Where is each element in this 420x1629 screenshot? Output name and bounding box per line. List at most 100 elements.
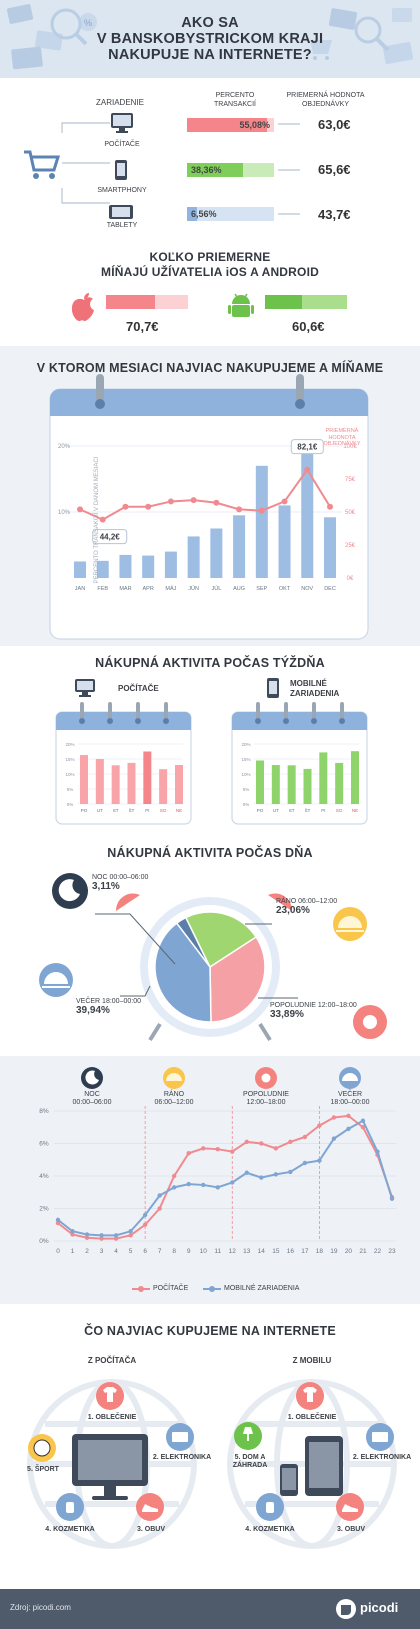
monthly-title: V KTOROM MESIACI NAJVIAC NAKUPUJEME A MÍ… [36,361,384,375]
weekly-bar [95,759,104,804]
hourly-line-point [186,1181,191,1187]
weekly-ring-hole [135,718,141,724]
devices-section: ZARIADENIE PERCENTO TRANSAKCIÍ PRIEMERNÁ… [0,78,420,229]
hourly-x-tick: 7 [158,1248,162,1255]
tablet-icon [305,1436,343,1496]
hourly-moon-icon [81,1067,103,1089]
hourly-line-point [201,1146,206,1151]
daily-section: NÁKUPNÁ AKTIVITA POČAS DŇA [0,836,420,1056]
monthly-line-point [122,503,129,510]
hourly-line-point [375,1149,380,1154]
monthly-line-point [327,503,333,510]
sunset-icon [39,963,73,997]
hourly-period-evening: VEČER 18:00–00:00 [320,1091,380,1107]
weekly-ring [284,702,288,720]
hourly-x-tick: 16 [287,1248,295,1255]
weekly-bar [127,762,136,804]
hourly-x-tick: 19 [330,1248,338,1255]
hourly-line-point [113,1236,119,1241]
monthly-line-point [99,516,106,523]
monthly-right-tick: 50€ [345,510,356,516]
hourly-period-night-time: 00:00–06:00 [72,1099,112,1106]
weekly-y-tick: 0% [243,802,250,807]
hourly-period-evening-name: VEČER [337,1091,363,1098]
weekly-x-tick: NE [176,808,182,813]
monthly-x-tick: NOV [301,586,313,592]
hourly-x-tick: 12 [229,1248,237,1255]
weekly-bar [335,762,344,804]
weekly-y-tick: 20% [241,742,250,747]
daily-label-evening: VEČER 18:00–00:00 39,94% [76,998,141,1016]
hourly-line-point [259,1141,264,1146]
hourly-x-tick: 17 [301,1248,309,1255]
device-label-tablet: TABLETY [106,222,138,229]
ios-value: 70,7€ [126,319,159,334]
mobile-item-3: 3. OBUV [336,1526,365,1533]
hourly-x-tick: 0 [56,1248,60,1255]
daily-label-afternoon-value: 33,89% [270,1009,304,1020]
svg-text:%: % [84,18,92,28]
devices-col-percent: PERCENTO TRANSAKCIÍ [213,92,256,108]
daily-label-afternoon-name: POPOLUDNIE 12:00–18:00 [270,1002,357,1009]
hourly-line-point [302,1160,308,1166]
android-value: 60,6€ [292,319,325,334]
hourly-y-tick: 8% [39,1108,49,1115]
android-bar [265,295,347,309]
hourly-line-point [70,1232,75,1237]
weekly-ring-hole [163,718,169,724]
hourly-line-point [244,1170,249,1175]
weekly-ring-hole [311,718,317,724]
shoe-icon [136,1493,164,1521]
shoe-icon-mobile [336,1493,364,1521]
hourly-line-point [317,1123,322,1128]
daily-label-night-name: NOC 00:00–06:00 [92,874,149,881]
hourly-line-point [157,1206,162,1211]
monthly-right-tick: 25€ [345,543,356,549]
monthly-left-axis-label: PERCENTO TRANSAKCIÍ V DANOM MESIACI [94,456,100,584]
monthly-x-tick: AUG [233,586,245,592]
weekly-bar [319,752,328,804]
hourly-x-tick: 8 [172,1248,176,1255]
weekly-mobile-label-2: ZARIADENIA [290,689,340,698]
page-title-line-3: NAKUPUJE NA INTERNETE? [108,47,312,63]
monthly-callout-max: 82,1€ [297,443,318,452]
daily-title: NÁKUPNÁ AKTIVITA POČAS DŇA [107,846,313,860]
hourly-line-point [360,1118,366,1123]
lamp-icon [234,1422,262,1450]
cart-icon [24,150,60,179]
hourly-sun-icon [255,1067,277,1089]
hourly-line-point [331,1115,337,1120]
weekly-y-tick: 15% [65,757,74,762]
monthly-left-tick: 20% [58,444,71,450]
clothing-icon-mobile [296,1382,324,1410]
monitor-icon [72,1434,148,1500]
hourly-line-point [317,1158,322,1163]
page-title: AKO SA V BANSKOBYSTRICKOM KRAJI NAKUPUJE… [80,15,340,63]
monthly-x-tick: DEC [324,586,336,592]
weekly-x-tick: NE [352,808,358,813]
hourly-line-point [70,1229,75,1234]
hourly-line-point [157,1193,162,1198]
weekly-x-tick: ST [113,808,119,813]
hourly-period-morning: RÁNO 06:00–12:00 [144,1091,204,1107]
hourly-line-point [55,1217,61,1223]
device-bar-tablet: 6,56% [187,207,274,221]
monthly-right-axis-label: PRIEMERNÁ HODNOTA OBJEDNÁVKY [322,428,362,448]
hourly-line-point [128,1233,133,1238]
monthly-right-tick: 0€ [347,576,354,582]
monthly-line-point [167,498,174,505]
daily-pie-slice [154,922,212,1023]
monthly-line-point [145,503,152,510]
weekly-y-tick: 0% [67,802,74,807]
weekly-bar [271,765,280,804]
monthly-left-tick: 10% [58,510,71,516]
weekly-y-tick: 5% [67,787,74,792]
ios-android-title: KOĽKO PRIEMERNE MÍŇAJÚ UŽÍVATELIA iOS A … [0,250,420,280]
categories-title: ČO NAJVIAC KUPUJEME NA INTERNETE [84,1324,336,1338]
cosmetics-icon-mobile [256,1493,284,1521]
hourly-line-point [302,1134,308,1140]
monthly-x-tick: FEB [97,586,108,592]
monthly-line-point [213,499,220,506]
hourly-line-point [230,1180,235,1185]
hourly-legend-pc: POČÍTAČE [153,1285,189,1292]
